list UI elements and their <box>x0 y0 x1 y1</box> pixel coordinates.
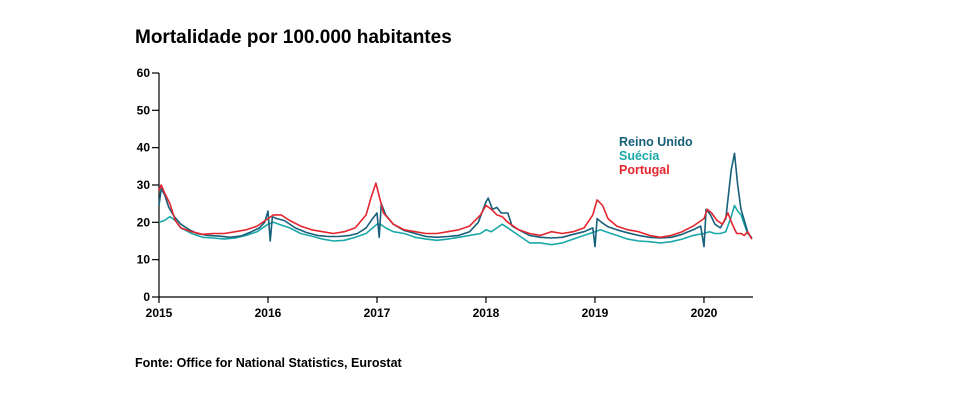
chart-title: Mortalidade por 100.000 habitantes <box>135 27 452 48</box>
series-line-suécia <box>158 204 753 246</box>
x-tick-label: 2017 <box>364 306 391 320</box>
chart-source: Fonte: Office for National Statistics, E… <box>135 356 402 370</box>
y-tick-label: 50 <box>137 103 151 117</box>
legend-entry: Suécia <box>619 149 660 163</box>
series-line-portugal <box>158 182 753 240</box>
y-tick-label: 0 <box>143 290 150 304</box>
x-tick-label: 2015 <box>146 306 173 320</box>
series-line-reino-unido <box>158 152 753 248</box>
y-tick-label: 40 <box>137 141 151 155</box>
y-tick-label: 30 <box>137 178 151 192</box>
x-tick-label: 2016 <box>255 306 282 320</box>
legend-entry: Reino Unido <box>619 135 693 149</box>
y-tick-label: 10 <box>137 253 151 267</box>
legend-entry: Portugal <box>619 163 670 177</box>
x-tick-label: 2019 <box>582 306 609 320</box>
y-tick-label: 60 <box>137 66 151 80</box>
y-tick-label: 20 <box>137 215 151 229</box>
x-tick-label: 2018 <box>473 306 500 320</box>
x-tick-label: 2020 <box>691 306 718 320</box>
